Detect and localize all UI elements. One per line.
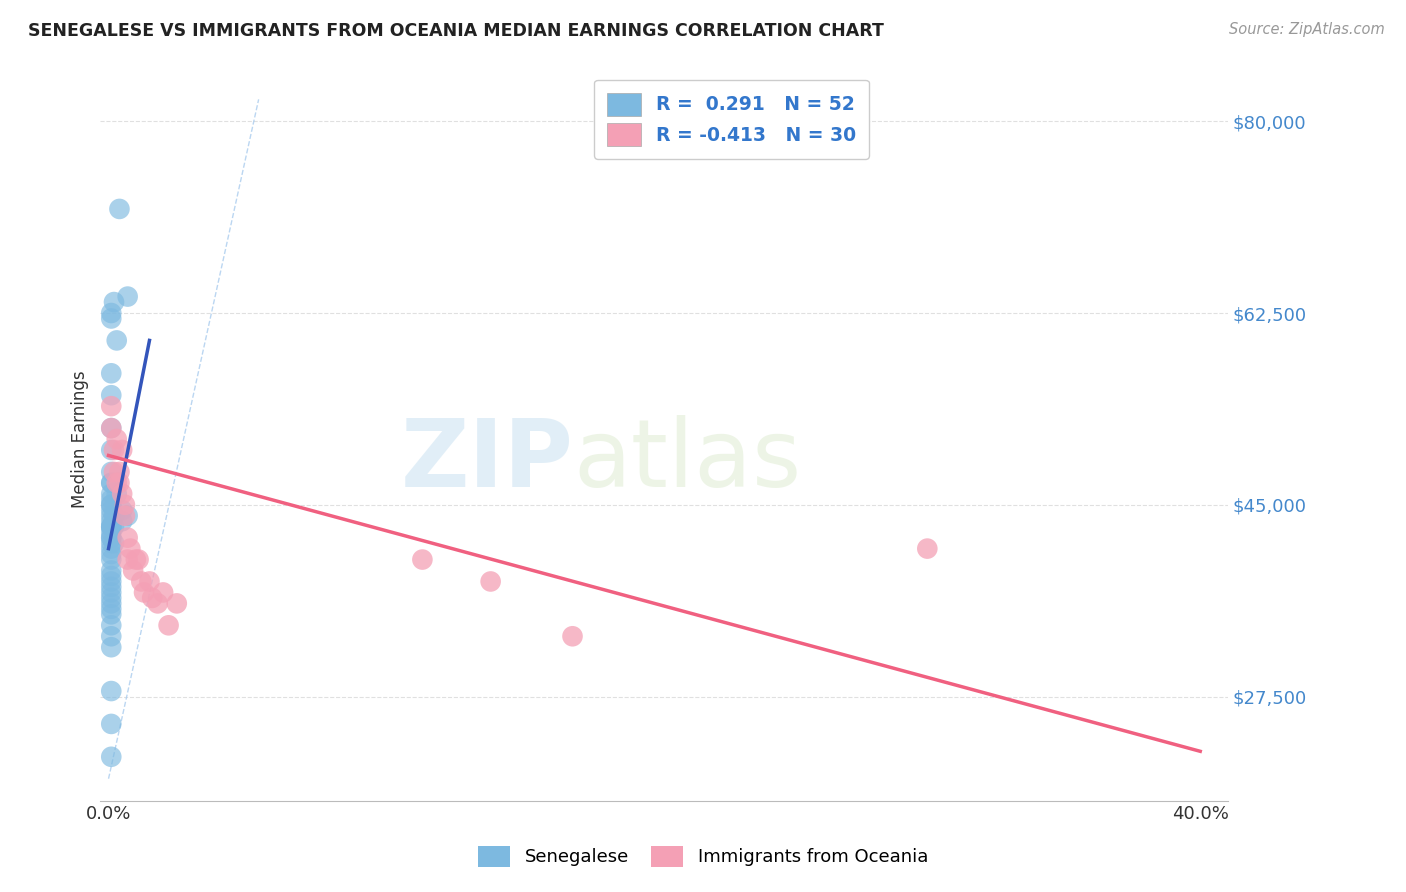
Point xyxy=(100,421,122,435)
Point xyxy=(917,541,939,556)
Point xyxy=(108,202,131,216)
Point xyxy=(111,514,134,528)
Point xyxy=(100,525,122,540)
Point xyxy=(114,508,136,523)
Legend: R =  0.291   N = 52, R = -0.413   N = 30: R = 0.291 N = 52, R = -0.413 N = 30 xyxy=(593,79,869,159)
Point xyxy=(100,465,122,479)
Point xyxy=(166,596,188,610)
Point xyxy=(100,487,122,501)
Point xyxy=(111,487,134,501)
Text: SENEGALESE VS IMMIGRANTS FROM OCEANIA MEDIAN EARNINGS CORRELATION CHART: SENEGALESE VS IMMIGRANTS FROM OCEANIA ME… xyxy=(28,22,884,40)
Point xyxy=(138,574,160,589)
Point xyxy=(100,591,122,605)
Point xyxy=(100,519,122,533)
Point xyxy=(100,498,122,512)
Point xyxy=(141,591,163,605)
Point xyxy=(100,508,122,523)
Point xyxy=(111,503,134,517)
Point xyxy=(117,289,139,303)
Point xyxy=(100,629,122,643)
Point xyxy=(120,541,142,556)
Point xyxy=(100,541,122,556)
Point xyxy=(100,498,122,512)
Point xyxy=(132,585,155,599)
Point xyxy=(105,334,128,348)
Point xyxy=(103,442,125,457)
Point xyxy=(108,465,131,479)
Point xyxy=(100,531,122,545)
Point xyxy=(411,552,433,566)
Point xyxy=(100,531,122,545)
Text: Source: ZipAtlas.com: Source: ZipAtlas.com xyxy=(1229,22,1385,37)
Point xyxy=(100,536,122,550)
Point xyxy=(117,508,139,523)
Text: ZIP: ZIP xyxy=(401,415,574,507)
Text: atlas: atlas xyxy=(574,415,801,507)
Point xyxy=(100,569,122,583)
Point xyxy=(100,618,122,632)
Point xyxy=(117,531,139,545)
Point xyxy=(103,465,125,479)
Point xyxy=(100,514,122,528)
Point xyxy=(100,388,122,402)
Point xyxy=(100,306,122,320)
Point xyxy=(105,432,128,446)
Point xyxy=(100,574,122,589)
Point xyxy=(100,475,122,490)
Point xyxy=(100,366,122,380)
Point xyxy=(103,519,125,533)
Point xyxy=(122,564,145,578)
Point xyxy=(479,574,502,589)
Point xyxy=(100,602,122,616)
Point xyxy=(105,475,128,490)
Point xyxy=(129,574,152,589)
Point xyxy=(108,475,131,490)
Point xyxy=(100,519,122,533)
Point xyxy=(146,596,169,610)
Legend: Senegalese, Immigrants from Oceania: Senegalese, Immigrants from Oceania xyxy=(471,838,935,874)
Point xyxy=(100,421,122,435)
Y-axis label: Median Earnings: Median Earnings xyxy=(72,370,89,508)
Point xyxy=(100,475,122,490)
Point xyxy=(105,487,128,501)
Point xyxy=(152,585,174,599)
Point xyxy=(561,629,583,643)
Point xyxy=(100,503,122,517)
Point xyxy=(100,552,122,566)
Point xyxy=(100,547,122,561)
Point xyxy=(100,596,122,610)
Point xyxy=(100,717,122,731)
Point xyxy=(100,607,122,622)
Point xyxy=(103,295,125,310)
Point xyxy=(100,399,122,413)
Point xyxy=(111,442,134,457)
Point xyxy=(125,552,148,566)
Point xyxy=(157,618,180,632)
Point xyxy=(128,552,150,566)
Point xyxy=(100,311,122,326)
Point xyxy=(100,580,122,594)
Point xyxy=(103,536,125,550)
Point xyxy=(103,508,125,523)
Point xyxy=(114,498,136,512)
Point xyxy=(100,492,122,507)
Point xyxy=(100,640,122,655)
Point xyxy=(100,749,122,764)
Point xyxy=(100,519,122,533)
Point xyxy=(100,585,122,599)
Point xyxy=(100,442,122,457)
Point xyxy=(100,684,122,698)
Point xyxy=(117,552,139,566)
Point xyxy=(100,564,122,578)
